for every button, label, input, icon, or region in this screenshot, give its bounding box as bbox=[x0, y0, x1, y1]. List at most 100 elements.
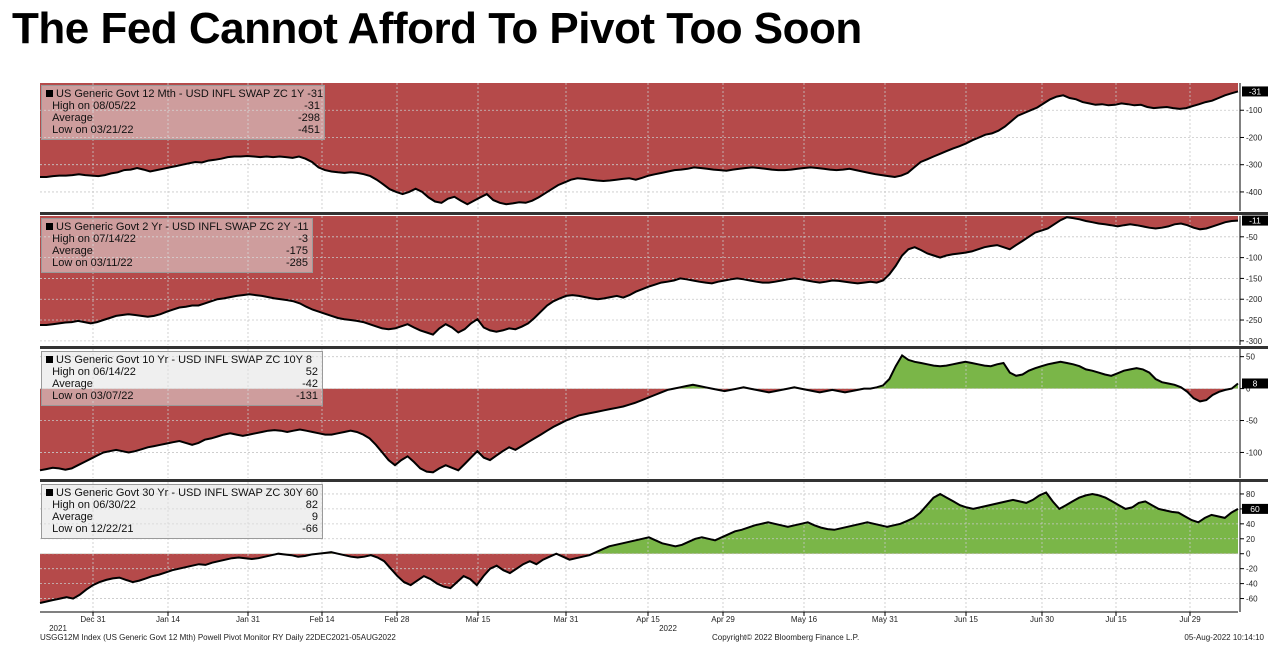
last-value-label: 8 bbox=[1253, 378, 1258, 388]
y-tick-label: -200 bbox=[1246, 133, 1263, 142]
legend-average-value: -42 bbox=[302, 378, 318, 390]
x-tick-label: Jan 14 bbox=[156, 615, 181, 624]
footer-timestamp: 05-Aug-2022 10:14:10 bbox=[1184, 633, 1264, 642]
y-tick-label: -100 bbox=[1246, 448, 1263, 457]
x-tick-label: Mar 31 bbox=[554, 615, 579, 624]
legend-high-label: High on 07/14/22 bbox=[46, 233, 136, 245]
x-tick-label: May 16 bbox=[791, 615, 818, 624]
y-tick-label: 80 bbox=[1246, 490, 1255, 499]
series-swatch-icon bbox=[46, 223, 53, 230]
last-value-label: 60 bbox=[1250, 504, 1260, 514]
legend-series-name: US Generic Govt 10 Yr - USD INFL SWAP ZC… bbox=[56, 354, 312, 366]
legend-average-label: Average bbox=[46, 245, 93, 257]
y-tick-label: -50 bbox=[1246, 417, 1258, 426]
legend-low-row: Low on 03/07/22 -131 bbox=[46, 390, 318, 402]
legend-high-row: High on 06/30/22 82 bbox=[46, 499, 318, 511]
footer-source: USGG12M Index (US Generic Govt 12 Mth) P… bbox=[40, 633, 396, 642]
series-line bbox=[39, 491, 1239, 604]
x-tick-label: Jul 15 bbox=[1105, 615, 1127, 624]
y-tick-label: -100 bbox=[1246, 106, 1263, 115]
legend-high-label: High on 06/14/22 bbox=[46, 366, 136, 378]
legend-high-row: High on 08/05/22 -31 bbox=[46, 100, 320, 112]
x-tick-label: May 31 bbox=[872, 615, 899, 624]
x-tick-label: Jan 31 bbox=[236, 615, 261, 624]
legend-series-name: US Generic Govt 30 Yr - USD INFL SWAP ZC… bbox=[56, 487, 319, 499]
legend-low-value: -285 bbox=[285, 257, 308, 269]
legend-high-row: High on 06/14/22 52 bbox=[46, 366, 318, 378]
legend-series-row: US Generic Govt 12 Mth - USD INFL SWAP Z… bbox=[46, 88, 323, 100]
series-swatch-icon bbox=[46, 356, 53, 363]
x-tick-label: Feb 14 bbox=[310, 615, 335, 624]
series-line bbox=[40, 216, 1239, 336]
last-value-badge bbox=[1242, 86, 1268, 97]
y-tick-label: -400 bbox=[1246, 188, 1263, 197]
legend-low-row: Low on 03/21/22 -451 bbox=[46, 124, 320, 136]
series-area-negative bbox=[40, 388, 1238, 473]
panel-separator bbox=[40, 479, 1268, 482]
legend-high-value: -3 bbox=[298, 233, 308, 245]
y-tick-label: -250 bbox=[1246, 316, 1263, 325]
series-area-negative bbox=[40, 216, 1238, 335]
legend-series-row: US Generic Govt 10 Yr - USD INFL SWAP ZC… bbox=[46, 354, 318, 366]
series-line bbox=[39, 353, 1239, 474]
legend-average-value: -175 bbox=[285, 245, 308, 257]
legend-high-label: High on 06/30/22 bbox=[46, 499, 136, 511]
legend-high-value: 52 bbox=[305, 366, 318, 378]
legend-low-label: Low on 03/07/22 bbox=[46, 390, 134, 402]
legend-high-row: High on 07/14/22 -3 bbox=[46, 233, 308, 245]
legend-average-label: Average bbox=[46, 378, 93, 390]
panel-separator bbox=[40, 346, 1268, 349]
x-tick-label: Feb 28 bbox=[385, 615, 410, 624]
last-value-badge bbox=[1242, 378, 1268, 389]
y-tick-label: -60 bbox=[1246, 595, 1258, 604]
x-tick-label: Mar 15 bbox=[466, 615, 491, 624]
x-tick-label: Jun 15 bbox=[954, 615, 979, 624]
series-area-negative bbox=[40, 83, 1238, 205]
y-tick-label: -20 bbox=[1246, 565, 1258, 574]
x-tick-label: Dec 31 bbox=[80, 615, 106, 624]
y-tick-label: -300 bbox=[1246, 337, 1263, 346]
x-tick-label: Jul 29 bbox=[1179, 615, 1201, 624]
y-tick-label: -40 bbox=[1246, 580, 1258, 589]
x-year-label: 2021 bbox=[49, 624, 67, 633]
x-tick-label: Apr 15 bbox=[636, 615, 660, 624]
legend-average-row: Average -298 bbox=[46, 112, 320, 124]
y-tick-label: -200 bbox=[1246, 295, 1263, 304]
legend-low-value: -451 bbox=[297, 124, 320, 136]
legend-low-value: -131 bbox=[295, 390, 318, 402]
legend-low-label: Low on 12/22/21 bbox=[46, 523, 134, 535]
legend-low-value: -66 bbox=[302, 523, 318, 535]
last-value-label: -31 bbox=[1249, 86, 1262, 96]
legend-low-row: Low on 12/22/21 -66 bbox=[46, 523, 318, 535]
x-tick-label: Apr 29 bbox=[711, 615, 735, 624]
y-tick-label: -300 bbox=[1246, 161, 1263, 170]
panel-separator bbox=[40, 212, 1268, 215]
legend-box: US Generic Govt 12 Mth - USD INFL SWAP Z… bbox=[41, 85, 325, 140]
footer-copyright: Copyright© 2022 Bloomberg Finance L.P. bbox=[712, 633, 860, 642]
series-swatch-icon bbox=[46, 90, 53, 97]
y-tick-label: 20 bbox=[1246, 535, 1255, 544]
legend-low-row: Low on 03/11/22 -285 bbox=[46, 257, 308, 269]
legend-average-label: Average bbox=[46, 511, 93, 523]
legend-average-value: 9 bbox=[311, 511, 318, 523]
y-tick-label: 50 bbox=[1246, 353, 1255, 362]
y-tick-label: -100 bbox=[1246, 254, 1263, 263]
legend-series-row: US Generic Govt 2 Yr - USD INFL SWAP ZC … bbox=[46, 221, 309, 233]
legend-high-value: -31 bbox=[304, 100, 320, 112]
legend-average-value: -298 bbox=[297, 112, 320, 124]
legend-high-value: 82 bbox=[305, 499, 318, 511]
legend-box: US Generic Govt 30 Yr - USD INFL SWAP ZC… bbox=[41, 484, 323, 539]
series-swatch-icon bbox=[46, 489, 53, 496]
last-value-badge bbox=[1242, 503, 1268, 514]
series-area-positive bbox=[673, 355, 1238, 389]
legend-average-row: Average 9 bbox=[46, 511, 318, 523]
series-line bbox=[40, 90, 1239, 206]
legend-high-label: High on 08/05/22 bbox=[46, 100, 136, 112]
x-year-label: 2022 bbox=[659, 624, 677, 633]
legend-series-row: US Generic Govt 30 Yr - USD INFL SWAP ZC… bbox=[46, 487, 318, 499]
legend-box: US Generic Govt 10 Yr - USD INFL SWAP ZC… bbox=[41, 351, 323, 406]
legend-average-row: Average -42 bbox=[46, 378, 318, 390]
legend-average-row: Average -175 bbox=[46, 245, 308, 257]
series-area-negative bbox=[40, 553, 593, 603]
